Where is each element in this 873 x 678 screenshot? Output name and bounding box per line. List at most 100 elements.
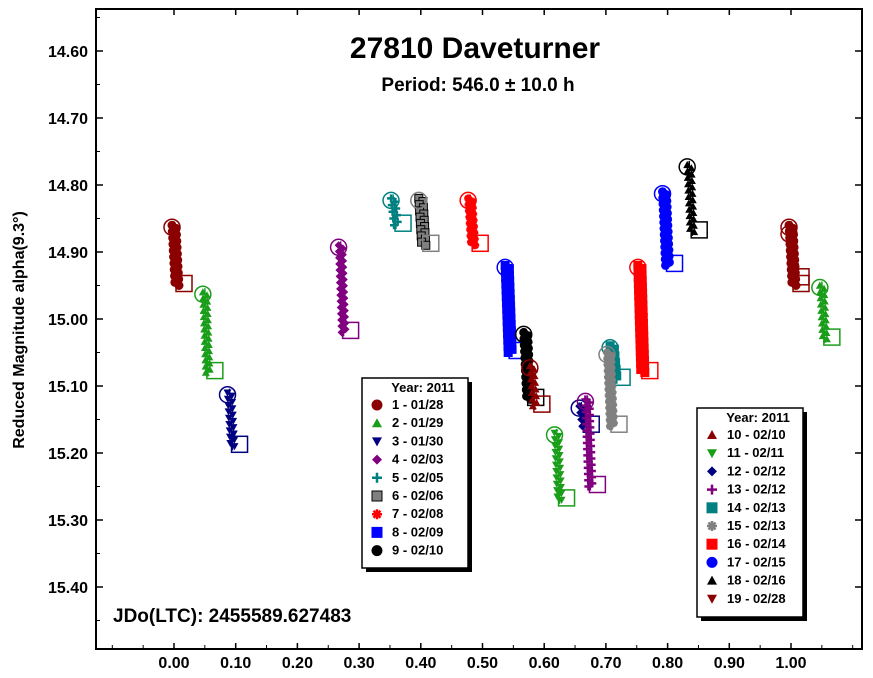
x-tick-label: 0.10 [220, 655, 251, 672]
legend-entry: 9 - 02/10 [392, 543, 443, 558]
data-point [230, 443, 239, 451]
legend-marker [707, 575, 717, 585]
data-point [816, 294, 825, 302]
legend-marker [371, 399, 383, 411]
data-point [204, 340, 213, 348]
data-point [816, 287, 825, 296]
data-point [204, 334, 213, 342]
data-point [469, 222, 478, 231]
data-point [685, 205, 694, 213]
legend-header: Year: 2011 [726, 410, 790, 425]
legend-entry: 14 - 02/13 [727, 500, 786, 515]
data-point [229, 417, 238, 426]
series-4 [329, 238, 360, 340]
data-point [199, 294, 208, 302]
data-point [205, 353, 214, 361]
series-15 [598, 345, 628, 433]
data-point [688, 195, 697, 204]
data-point [390, 221, 399, 230]
data-point [465, 219, 474, 228]
data-point [820, 284, 829, 292]
data-point [200, 319, 209, 327]
data-point [556, 477, 565, 485]
legend-entry: 3 - 01/30 [392, 433, 443, 448]
data-point [789, 231, 798, 240]
data-point [465, 213, 474, 222]
legend-marker [371, 545, 383, 557]
session-start-marker [163, 218, 181, 236]
data-point [337, 328, 346, 337]
data-point [789, 238, 798, 246]
data-point [609, 412, 618, 421]
data-points [163, 158, 841, 507]
y-tick-label: 15.30 [48, 513, 88, 530]
data-point [531, 378, 540, 386]
legend-entry: 18 - 02/16 [727, 573, 786, 588]
data-point [174, 281, 184, 290]
data-point [817, 313, 826, 321]
data-point [607, 369, 616, 378]
data-point [790, 256, 799, 265]
data-point [604, 379, 613, 388]
data-point [605, 409, 614, 418]
data-point [790, 244, 798, 252]
data-point [551, 442, 560, 450]
data-point [603, 373, 612, 382]
data-point [204, 328, 213, 336]
data-point [552, 467, 561, 476]
data-point [530, 365, 539, 373]
data-point [464, 194, 473, 203]
data-point [470, 228, 479, 237]
data-point [228, 405, 237, 413]
data-point [225, 427, 234, 435]
data-point [527, 388, 536, 396]
data-point [785, 241, 794, 249]
data-point [201, 356, 210, 364]
legend-marker [371, 490, 383, 502]
series-11 [545, 426, 576, 507]
data-point [689, 208, 698, 216]
data-point [205, 346, 214, 355]
legend-entry: 4 - 02/03 [392, 452, 443, 467]
session-end-marker [422, 234, 440, 253]
data-point [527, 382, 536, 390]
data-point [818, 331, 827, 340]
data-point [550, 436, 559, 444]
series-16 [629, 258, 659, 380]
data-point [603, 354, 612, 363]
x-tick-label: 0.40 [405, 655, 436, 672]
data-point [605, 403, 614, 412]
session-end-marker [206, 361, 224, 380]
data-point [387, 194, 396, 203]
data-point [204, 322, 213, 330]
series-7 [459, 191, 489, 253]
data-point [821, 316, 830, 324]
session-start-marker [576, 392, 595, 411]
data-point [817, 319, 826, 327]
data-point [199, 300, 208, 308]
data-point [470, 235, 479, 244]
axis-ticks: 0.00 0.10 0.20 0.30 0.40 0.50 0.60 0.70 0.80 0.90… [48, 9, 862, 672]
data-point [203, 316, 212, 324]
data-point [469, 216, 478, 225]
data-point [389, 214, 398, 223]
legend-entry: 1 - 01/28 [392, 397, 443, 412]
y-tick-label: 14.80 [48, 178, 88, 195]
session-end-marker [471, 234, 489, 253]
data-point [689, 202, 698, 210]
data-point [223, 395, 232, 404]
data-point [200, 337, 209, 345]
legend-entry: 6 - 02/06 [392, 488, 443, 503]
x-tick-label: 0.00 [158, 655, 189, 672]
data-point [661, 260, 671, 270]
legend-marker [706, 538, 718, 550]
data-point [608, 388, 617, 397]
legend-marker [707, 521, 717, 531]
data-point [224, 408, 233, 416]
data-point [205, 365, 214, 373]
session-end-marker [394, 214, 412, 232]
data-point [785, 228, 793, 236]
x-tick-label: 0.80 [652, 655, 683, 672]
y-tick-label: 15.40 [48, 580, 88, 597]
data-point [200, 331, 209, 339]
